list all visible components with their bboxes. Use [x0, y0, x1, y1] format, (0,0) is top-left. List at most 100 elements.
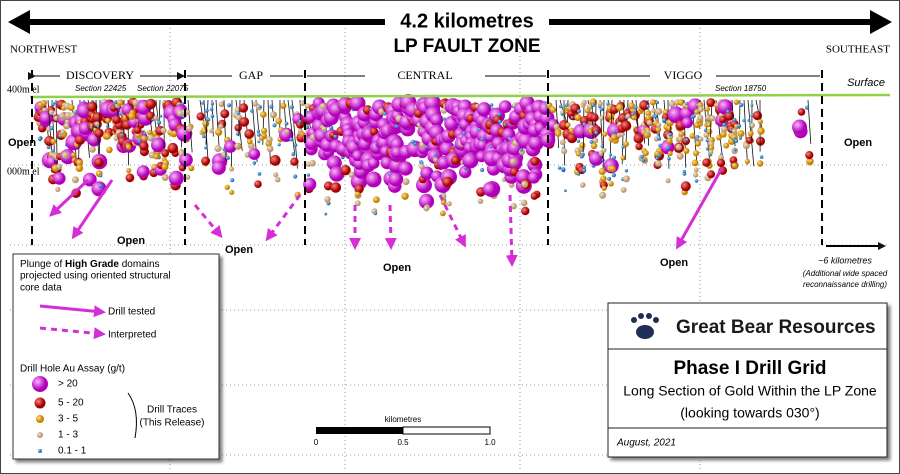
assay-dot [446, 201, 452, 207]
legend-text: Drill Hole Au Assay (g/t) [20, 364, 125, 375]
paw-icon [631, 313, 659, 339]
assay-dot [53, 172, 66, 185]
assay-dot [260, 127, 268, 135]
assay-dot [641, 158, 646, 163]
assay-dot [220, 109, 230, 119]
assay-dot [50, 138, 57, 145]
assay-dot [747, 118, 751, 122]
assay-dot [49, 126, 54, 131]
assay-dot [210, 102, 214, 106]
legend-text: core data [20, 283, 62, 294]
zone-label: CENTRAL [397, 68, 452, 82]
assay-dot [666, 125, 673, 132]
assay-dot [365, 171, 382, 188]
assay-dot [159, 114, 163, 118]
extension-note: reconnaissance drilling) [803, 280, 887, 289]
assay-dot [805, 151, 814, 160]
assay-dot [354, 200, 361, 207]
assay-dot [135, 132, 141, 138]
legend-text: Drill tested [108, 307, 155, 318]
assay-dot [693, 172, 699, 178]
assay-dot [757, 127, 765, 135]
assay-dot [440, 199, 447, 206]
assay-dot [210, 114, 215, 118]
assay-dot [642, 150, 649, 157]
assay-dot [72, 176, 79, 184]
assay-dot [411, 139, 415, 144]
assay-dot [354, 191, 361, 198]
assay-dot [737, 130, 745, 138]
assay-dot [98, 183, 103, 188]
assay-dot [555, 130, 562, 137]
assay-dot [167, 142, 179, 154]
assay-dot [620, 155, 626, 161]
assay-dot [229, 166, 235, 172]
assay-dot [675, 143, 682, 151]
assay-dot [708, 149, 714, 155]
assay-dot [430, 113, 444, 127]
assay-dot [732, 117, 737, 122]
assay-dot [752, 111, 763, 121]
assay-dot [624, 169, 629, 173]
assay-dot [67, 104, 75, 111]
open-label: Open [383, 262, 411, 274]
assay-dot [401, 192, 409, 200]
assay-dot [580, 182, 586, 188]
assay-dot [655, 156, 659, 160]
assay-dot [354, 184, 364, 194]
assay-dot [709, 115, 716, 122]
assay-dot [808, 158, 814, 164]
assay-dot [297, 128, 303, 134]
assay-dot [590, 142, 598, 150]
assay-dot [747, 130, 754, 137]
assay-dot [218, 101, 225, 108]
assay-dot [64, 123, 71, 130]
assay-dot [792, 119, 807, 135]
open-label: Open [225, 244, 253, 256]
assay-dot [693, 167, 699, 173]
assay-dot [697, 106, 704, 113]
assay-dot [352, 149, 364, 162]
legend-dot [37, 432, 43, 438]
assay-dot [703, 128, 708, 133]
assay-dot [719, 115, 727, 124]
assay-dot [145, 98, 157, 110]
assay-dot [324, 212, 328, 216]
assay-dot [742, 142, 750, 150]
assay-dot [744, 158, 751, 164]
assay-dot [582, 168, 587, 173]
assay-dot [557, 166, 562, 170]
assay-dot [631, 112, 635, 116]
assay-dot [94, 157, 104, 168]
assay-dot [665, 178, 671, 184]
assay-dot [623, 175, 630, 183]
assay-dot [805, 105, 810, 110]
surface-line [29, 93, 891, 99]
assay-dot [678, 131, 685, 138]
assay-dot [565, 122, 571, 128]
assay-dot [574, 114, 582, 122]
assay-dot [246, 138, 253, 145]
assay-dot [723, 142, 730, 149]
assay-dot [657, 154, 661, 158]
assay-dot [290, 157, 299, 166]
assay-dot [736, 123, 742, 129]
box-subtitle: Long Section of Gold Within the LP Zone [623, 383, 877, 399]
assay-dot [196, 112, 205, 121]
assay-dot [576, 109, 581, 114]
assay-dot [601, 147, 607, 153]
open-label: Open [844, 137, 872, 149]
assay-dot [707, 170, 716, 179]
assay-dot [234, 142, 241, 150]
assay-dot [729, 156, 738, 165]
zone-boundaries [31, 70, 823, 245]
assay-dot [188, 165, 195, 172]
assay-dot [202, 134, 206, 139]
assay-dot [179, 153, 193, 167]
assay-dot [720, 131, 727, 138]
assay-dot [731, 162, 738, 169]
assay-dot [153, 115, 159, 121]
assay-dot [442, 117, 446, 121]
zone-label: GAP [239, 68, 263, 82]
assay-dot [602, 131, 608, 137]
